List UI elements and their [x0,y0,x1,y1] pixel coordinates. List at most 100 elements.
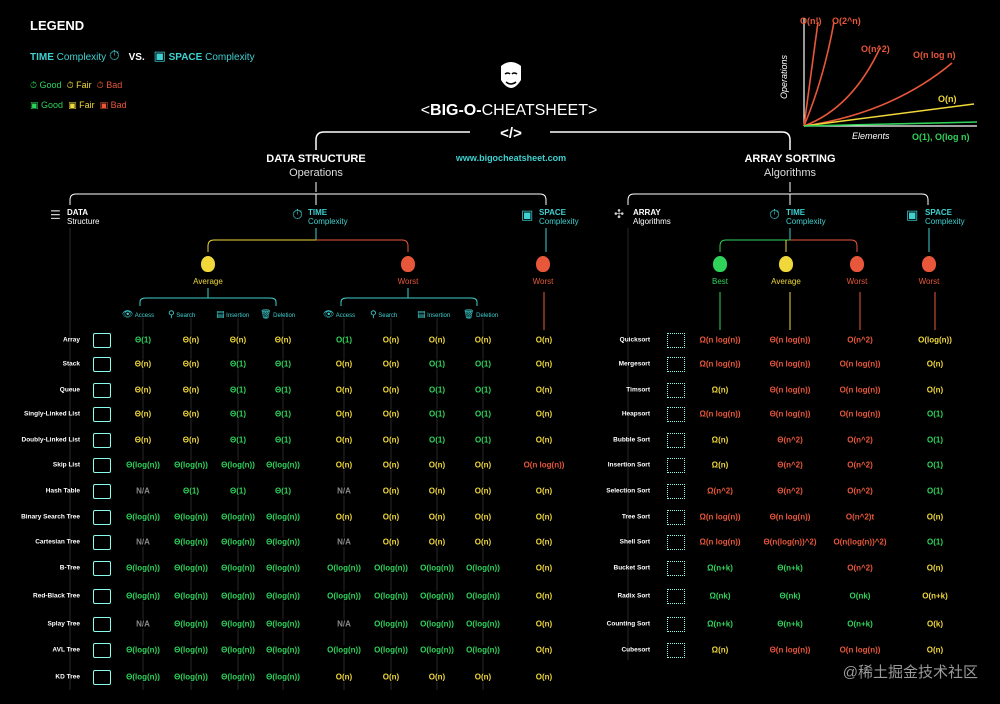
sort-subtitle: Algorithms [764,167,816,179]
op-access-worst: 👁 Access [323,309,355,320]
op-search-worst: ⚲ Search [370,309,397,320]
sort-cell: O(n log(n)) [838,645,882,655]
legend-fair: Fair [76,80,92,90]
curve-2n [803,21,835,127]
ds-cell: O(1) [474,385,492,395]
sort-cell: O(n+k) [921,591,949,601]
ds-cell: Θ(n) [181,335,201,345]
legend-bad-2: Bad [110,100,127,110]
curve-label-nfact: O(n!) [800,16,822,26]
average-mask-icon [201,256,215,272]
op-label: Deletion [474,313,499,319]
ds-cell: O(n) [381,409,401,419]
ds-cell: Θ(1) [274,385,292,395]
sort-cell: Ω(nk) [708,591,732,601]
sort-worst-mask-icon [850,256,864,272]
ds-cell: O(log(n)) [419,619,455,629]
ds-cell: O(log(n)) [419,645,455,655]
ds-cell: Θ(log(n)) [220,591,256,601]
sort-cell: Θ(n log(n)) [768,409,812,419]
ds-cell: Θ(log(n)) [265,591,301,601]
ds-cell: N/A [135,486,151,496]
sort-row-label: Selection Sort [606,487,650,495]
ds-row-label: Queue [59,386,80,394]
ds-cell: O(n) [334,672,354,682]
sort-algorithm-icon [667,333,685,348]
ds-cell: Θ(1) [182,486,200,496]
graph-ylabel: Operations [779,54,790,100]
sort-cell: O(n^2)t [844,512,876,522]
graph-xlabel: Elements [852,131,890,141]
ds-cell: O(n) [334,460,354,470]
sort-cell: O(n) [925,512,945,522]
ds-worst-label: Worst [397,277,419,286]
ds-cell: O(log(n)) [373,645,409,655]
sort-algorithm-icon [667,433,685,448]
op-deletion-avg: 🗑 Deletion [260,309,295,320]
sort-cell: Θ(n^2) [776,435,804,445]
ds-row-label: Binary Search Tree [21,513,80,521]
ds-avg-branch [207,239,316,252]
ds-cell: Θ(log(n)) [265,645,301,655]
ds-cell: Θ(log(n)) [220,537,256,547]
op-label: Search [376,313,398,319]
ds-cell: Θ(log(n)) [173,537,209,547]
array-icon: ✣ [614,207,625,221]
disk-icon: ▣ [153,48,166,63]
ds-row-label: Array [63,336,80,344]
ds-space-cell: O(n) [535,359,553,369]
space-worst-mask-icon [536,256,550,272]
sort-cell: O(n^2) [846,486,874,496]
ds-row-label: Splay Tree [47,620,80,628]
sort-cell: Θ(nk) [778,591,802,601]
ds-cell: O(n) [381,460,401,470]
sort-row-label: Bucket Sort [613,564,650,572]
sort-cell: O(n) [925,645,945,655]
sort-algorithm-icon [667,458,685,473]
sort-cell: Θ(n+k) [776,563,804,573]
op-icon: ⚲ [168,309,175,319]
ds-structure-icon [93,458,111,473]
sort-row-label: Bubble Sort [613,436,650,444]
sort-algorithm-icon [667,589,685,604]
ds-cell: O(n) [334,435,354,445]
sort-worst-branch [790,239,858,252]
ds-col-head: DATA Structure [67,208,100,226]
ds-cell: O(n) [473,672,493,682]
sort-row-label: Tree Sort [621,513,650,521]
ds-cell: O(n) [473,460,493,470]
sort-best-label: Best [711,277,729,286]
ds-subtitle: Operations [289,167,343,179]
legend-time-row: ⏱ Good ⏱ Fair ⏱ Bad [30,80,122,91]
ds-cell: O(log(n)) [326,563,362,573]
ds-space-cell: O(n) [535,537,553,547]
sort-algorithm-icon [667,561,685,576]
ds-cell: Θ(log(n)) [173,563,209,573]
ds-structure-icon [93,670,111,685]
ds-cell: Θ(log(n)) [220,672,256,682]
ds-cell: O(1) [428,359,446,369]
ds-space-cell: O(n) [535,385,553,395]
sort-algorithm-icon [667,484,685,499]
sort-space-worst-label: Worst [918,277,940,286]
ds-worst-ops-bracket [340,297,478,306]
ds-cell: Θ(1) [229,409,247,419]
sort-cell: Θ(n^2) [776,486,804,496]
ds-cell: O(1) [428,435,446,445]
sort-cell: Θ(n log(n)) [768,385,812,395]
ds-structure-icon [93,383,111,398]
ds-cell: Θ(log(n)) [220,645,256,655]
sort-cell: Ω(n^2) [706,486,734,496]
ds-stopwatch-icon: ⏱ [292,206,303,222]
ds-cell: O(n) [427,335,447,345]
curve-n2 [803,47,881,127]
ds-time-head: TIME Complexity [308,208,348,226]
sort-algorithm-icon [667,357,685,372]
ds-cell: O(log(n)) [465,563,501,573]
site-url[interactable]: www.bigocheatsheet.com [455,153,567,163]
sort-stopwatch-icon: ⏱ [769,206,780,222]
ds-cell: O(n) [334,385,354,395]
legend-bad: Bad [106,80,123,90]
ds-space-cell: O(n) [535,486,553,496]
curve-1-logn [803,121,978,127]
